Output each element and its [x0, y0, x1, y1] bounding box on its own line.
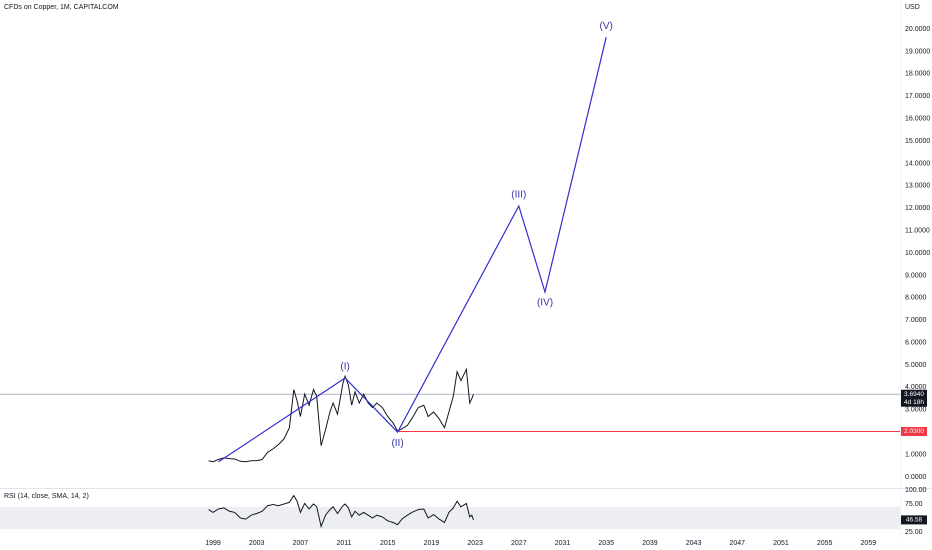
y-tick-label: 1.0000	[905, 451, 927, 458]
x-tick-label: 2055	[817, 540, 833, 547]
y-tick-label: 100.00	[905, 487, 927, 494]
x-tick-label: 2015	[380, 540, 396, 547]
wave-label: (III)	[511, 190, 526, 201]
wave-line	[218, 37, 607, 463]
y-tick-label: 12.0000	[905, 205, 930, 212]
y-tick-label: 9.0000	[905, 272, 927, 279]
y-tick-label: 0.0000	[905, 474, 927, 481]
y-tick-label: 7.0000	[905, 317, 927, 324]
x-tick-label: 2039	[642, 540, 658, 547]
price-line	[208, 494, 474, 529]
y-tick-label: 15.0000	[905, 138, 930, 145]
y-tick-label: 4.0000	[905, 384, 927, 391]
y-tick-label: 10.0000	[905, 250, 930, 257]
x-tick-label: 2031	[555, 540, 571, 547]
countdown: 4d 18h	[904, 399, 924, 406]
x-tick-label: 1999	[205, 540, 221, 547]
y-tick-label: 8.0000	[905, 295, 927, 302]
y-tick-label: 5.0000	[905, 362, 927, 369]
y-tick-label: 3.0000	[905, 407, 927, 414]
x-tick-label: 2059	[861, 540, 877, 547]
y-tick-label: 20.0000	[905, 26, 930, 33]
y-tick-label: 25.00	[905, 529, 923, 536]
x-tick-label: 2027	[511, 540, 527, 547]
price-label-box	[901, 389, 927, 407]
x-tick-label: 2019	[424, 540, 440, 547]
rsi-label-box	[901, 515, 927, 525]
y-tick-label: 18.0000	[905, 71, 930, 78]
price-label: 3.6940	[904, 391, 924, 398]
x-tick-label: 2023	[467, 540, 483, 547]
x-tick-label: 2043	[686, 540, 702, 547]
y-tick-label: 14.0000	[905, 160, 930, 167]
y-tick-label: 11.0000	[905, 227, 930, 234]
y-tick-label: 16.0000	[905, 116, 930, 123]
x-tick-label: 2047	[729, 540, 745, 547]
wave-label: (II)	[391, 438, 403, 449]
x-tick-label: 2051	[773, 540, 789, 547]
x-tick-label: 2035	[598, 540, 614, 547]
price-label-box	[901, 426, 927, 436]
y-tick-label: 13.0000	[905, 183, 930, 190]
wave-label: (I)	[340, 362, 349, 373]
x-tick-label: 2007	[293, 540, 309, 547]
rsi-last-value: 46.58	[906, 517, 923, 524]
y-tick-label: 19.0000	[905, 48, 930, 55]
y-tick-label: 75.00	[905, 501, 923, 508]
x-tick-label: 2003	[249, 540, 265, 547]
wave-label: (IV)	[537, 298, 553, 309]
rsi-title: RSI (14, close, SMA, 14, 2)	[4, 493, 89, 500]
price-label: 2.0300	[904, 428, 924, 435]
rsi-band	[0, 506, 900, 530]
y-tick-label: 6.0000	[905, 339, 927, 346]
wave-label: (V)	[600, 21, 613, 32]
chart-title: CFDs on Copper, 1M, CAPITALCOM	[4, 4, 119, 11]
price-line	[208, 367, 474, 463]
y-tick-label: 17.0000	[905, 93, 930, 100]
x-tick-label: 2011	[337, 540, 352, 547]
currency: USD	[905, 4, 920, 11]
